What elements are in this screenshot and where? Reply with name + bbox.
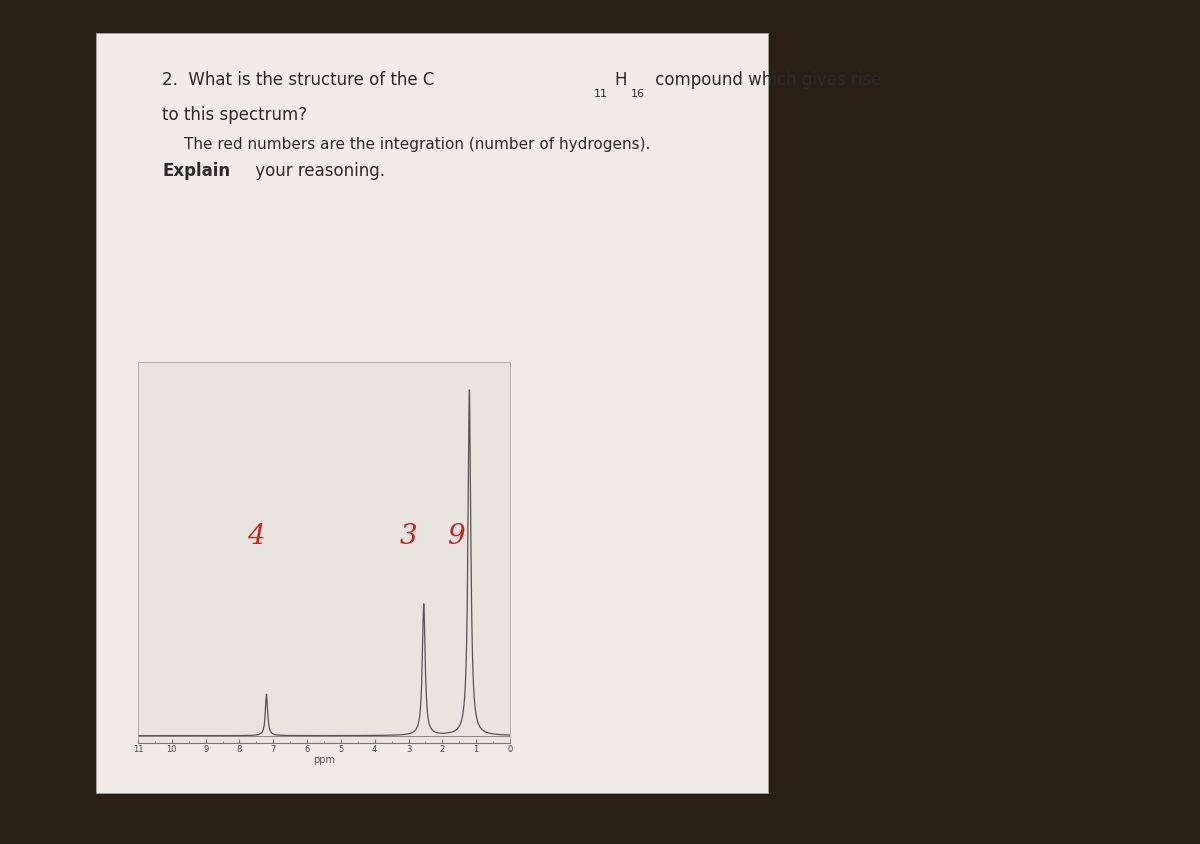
FancyBboxPatch shape: [96, 34, 768, 793]
Text: your reasoning.: your reasoning.: [250, 161, 385, 180]
X-axis label: ppm: ppm: [313, 755, 335, 765]
Text: 16: 16: [631, 89, 646, 99]
Text: 2.  What is the structure of the C: 2. What is the structure of the C: [162, 71, 434, 89]
Text: compound which gives rise: compound which gives rise: [650, 71, 882, 89]
Text: 3: 3: [400, 522, 418, 549]
Text: The red numbers are the integration (number of hydrogens).: The red numbers are the integration (num…: [184, 137, 650, 152]
Text: Explain: Explain: [162, 161, 230, 180]
Text: 11: 11: [594, 89, 608, 99]
Text: H: H: [614, 71, 626, 89]
Text: to this spectrum?: to this spectrum?: [162, 106, 307, 124]
Text: 9: 9: [448, 522, 464, 549]
Text: 4: 4: [247, 522, 265, 549]
